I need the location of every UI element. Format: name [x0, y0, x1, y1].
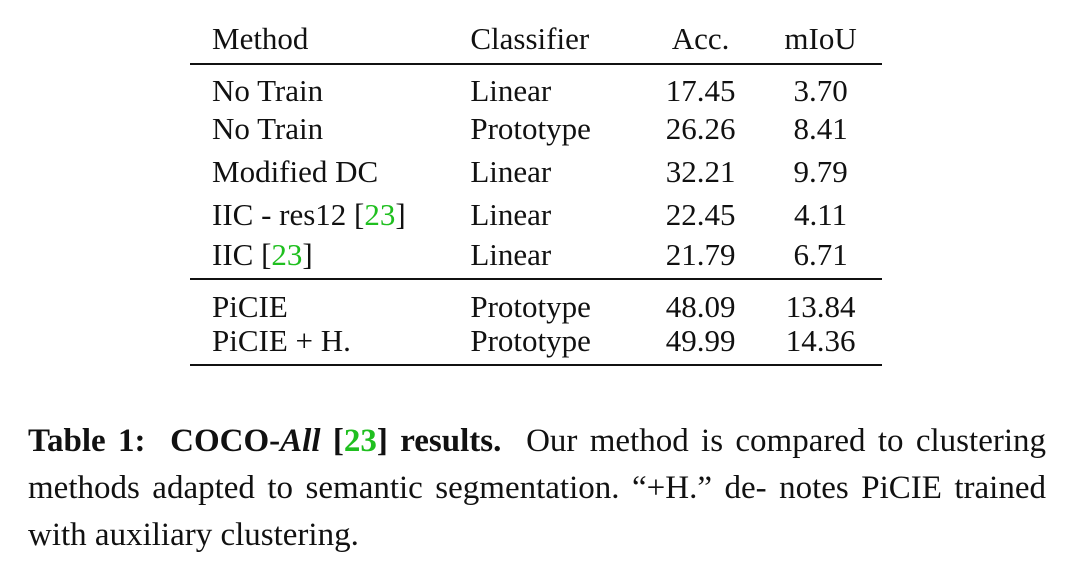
- cell-method: No Train: [212, 72, 324, 108]
- cell-method: No Train: [212, 111, 324, 146]
- cell-method: Modified DC: [212, 154, 379, 189]
- cell-miou: 6.71: [759, 236, 882, 280]
- table-caption: Table 1: COCO-All [23] results. Our meth…: [28, 418, 1046, 559]
- method-text-close: ]: [395, 197, 406, 232]
- caption-bracket-close: ]: [376, 423, 388, 459]
- cell-acc: 32.21: [665, 154, 736, 189]
- cell-acc: 17.45: [665, 72, 736, 108]
- cell-classifier: Prototype: [470, 111, 591, 146]
- table-row: PiCIE + H. Prototype 49.99 14.36: [190, 322, 882, 366]
- caption-title-post: results.: [387, 423, 502, 459]
- caption-title-italic: All: [280, 423, 321, 459]
- cell-miou: 13.84: [785, 288, 856, 324]
- cell-miou-best: 14.36: [759, 322, 882, 366]
- citation-link[interactable]: 23: [364, 197, 396, 232]
- caption-heading: Table 1: COCO-All [23] results.: [28, 423, 501, 459]
- citation-link[interactable]: 23: [271, 236, 303, 272]
- cell-classifier: Prototype: [470, 322, 643, 366]
- results-table-container: Method Classifier Acc. mIoU No Train Lin…: [190, 14, 882, 366]
- table-row: No Train Prototype 26.26 8.41: [190, 107, 882, 150]
- cell-classifier: Prototype: [470, 288, 591, 324]
- header-acc: Acc.: [642, 14, 760, 65]
- cell-acc: 22.45: [665, 197, 736, 232]
- method-text: IIC - res12 [: [212, 197, 365, 232]
- header-classifier: Classifier: [470, 14, 643, 65]
- cell-acc: 48.09: [665, 288, 736, 324]
- cell-acc: 26.26: [665, 111, 736, 146]
- cell-miou: 4.11: [794, 197, 848, 232]
- caption-title-pre: COCO-: [170, 423, 281, 459]
- cell-miou: 9.79: [793, 154, 848, 189]
- caption-body: Our method is compared to clustering met…: [28, 423, 1046, 553]
- cell-method: IIC - res12 [23]: [190, 193, 470, 236]
- table-row: IIC - res12 [23] Linear 22.45 4.11: [190, 193, 882, 236]
- table-row: IIC [23] Linear 21.79 6.71: [190, 236, 882, 280]
- caption-citation-link[interactable]: 23: [343, 423, 377, 459]
- table-row: PiCIE Prototype 48.09 13.84: [190, 279, 882, 322]
- method-text-close: ]: [302, 236, 313, 272]
- cell-classifier: Linear: [470, 154, 552, 189]
- cell-miou: 3.70: [793, 72, 848, 108]
- cell-acc: 21.79: [642, 236, 760, 280]
- cell-classifier: Linear: [470, 72, 552, 108]
- header-method: Method: [190, 14, 471, 65]
- cell-method: PiCIE + H.: [190, 322, 471, 366]
- table-row: No Train Linear 17.45 3.70: [190, 64, 882, 107]
- table-header-row: Method Classifier Acc. mIoU: [190, 14, 882, 65]
- cell-method: PiCIE: [212, 288, 288, 324]
- caption-bracket-open: [: [320, 423, 344, 459]
- cell-classifier: Linear: [470, 197, 552, 232]
- header-miou: mIoU: [759, 14, 882, 65]
- cell-classifier: Linear: [470, 236, 643, 280]
- cell-method: IIC [23]: [190, 236, 471, 280]
- results-table: Method Classifier Acc. mIoU No Train Lin…: [190, 14, 882, 366]
- caption-label: Table 1:: [28, 423, 146, 459]
- table-row: Modified DC Linear 32.21 9.79: [190, 150, 882, 193]
- cell-acc-best: 49.99: [642, 322, 760, 366]
- cell-miou: 8.41: [793, 111, 848, 146]
- method-text: IIC [: [212, 236, 272, 272]
